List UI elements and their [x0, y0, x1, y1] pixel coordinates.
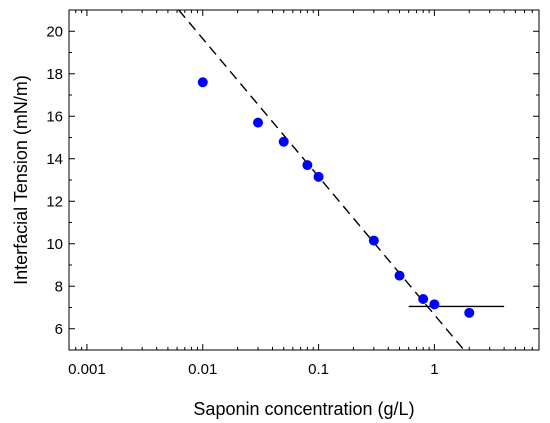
x-axis-title: Saponin concentration (g/L) — [193, 399, 414, 419]
fit-lines — [178, 9, 505, 351]
data-point — [429, 299, 440, 310]
data-point — [253, 117, 264, 128]
plot-area — [68, 9, 540, 351]
x-tick-label: 0.001 — [68, 361, 106, 378]
y-tick-label: 16 — [46, 108, 63, 125]
data-point — [278, 136, 289, 147]
y-axis-title: Interfacial Tension (mN/m) — [11, 75, 31, 285]
y-tick-label: 12 — [46, 193, 63, 210]
x-tick-label: 0.1 — [308, 361, 329, 378]
data-point — [302, 160, 313, 171]
data-points — [197, 77, 475, 318]
y-tick-label: 6 — [55, 321, 63, 338]
data-point — [394, 270, 405, 281]
dashed-fit-line — [178, 9, 465, 351]
y-axis-ticks: 6 8 10 12 14 16 18 20 — [46, 9, 539, 351]
y-tick-label: 8 — [55, 278, 63, 295]
data-point — [313, 171, 324, 182]
data-point — [197, 77, 208, 88]
data-point — [464, 307, 475, 318]
data-point — [418, 294, 429, 304]
y-tick-label: 10 — [46, 236, 63, 253]
y-tick-label: 18 — [46, 66, 63, 83]
x-tick-label: 1 — [430, 361, 438, 378]
data-point — [368, 235, 379, 246]
y-tick-label: 14 — [46, 151, 63, 168]
x-tick-label: 0.01 — [188, 361, 217, 378]
x-axis-ticks: 0.001 0.01 0.1 1 — [68, 10, 540, 378]
y-tick-label: 20 — [46, 23, 63, 40]
